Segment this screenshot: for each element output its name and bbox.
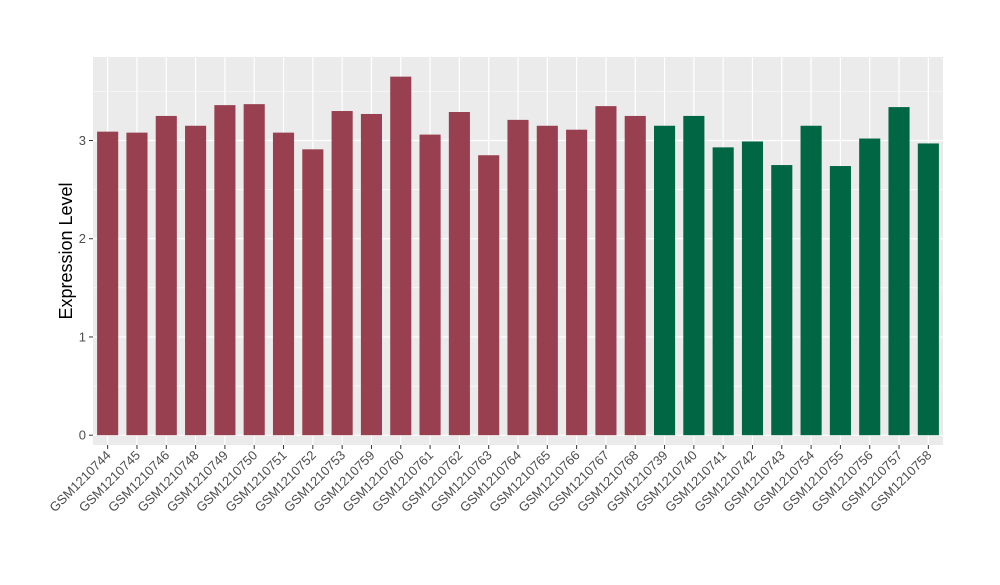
bar-GSM1210754: [800, 125, 822, 436]
bar-GSM1210762: [448, 112, 470, 436]
bar-GSM1210743: [771, 165, 793, 436]
y-axis: 0 1 2 3: [79, 133, 93, 443]
bar-GSM1210742: [741, 141, 764, 436]
bar-GSM1210749: [214, 105, 236, 436]
bar-GSM1210746: [155, 115, 177, 436]
bar-GSM1210752: [302, 149, 324, 436]
y-tick-label: 0: [79, 428, 86, 443]
bar-GSM1210751: [272, 132, 295, 436]
bar-GSM1210764: [507, 119, 529, 436]
bar-GSM1210759: [360, 113, 382, 436]
y-tick-label: 3: [79, 133, 86, 148]
bar-GSM1210750: [243, 104, 265, 436]
x-axis: GSM1210744GSM1210745GSM1210746GSM1210748…: [46, 445, 934, 515]
bar-GSM1210765: [536, 125, 558, 436]
bars: [97, 76, 939, 436]
bar-GSM1210757: [888, 107, 910, 436]
bar-GSM1210766: [566, 129, 588, 436]
bar-GSM1210756: [859, 138, 881, 436]
bar-GSM1210761: [419, 134, 441, 436]
y-tick-label: 2: [79, 231, 86, 246]
y-tick-label: 1: [79, 329, 86, 344]
bar-GSM1210748: [185, 125, 207, 436]
bar-GSM1210739: [654, 125, 676, 436]
bar-GSM1210741: [712, 147, 734, 436]
bar-GSM1210744: [97, 131, 119, 436]
bar-GSM1210758: [917, 143, 939, 436]
bar-GSM1210760: [390, 76, 412, 436]
bar-GSM1210763: [478, 155, 500, 436]
bar-GSM1210753: [331, 111, 353, 436]
bar-GSM1210767: [595, 106, 617, 436]
bar-GSM1210745: [126, 132, 148, 436]
bar-GSM1210768: [624, 115, 646, 436]
bar-GSM1210740: [683, 115, 705, 436]
bar-GSM1210755: [829, 166, 851, 436]
y-axis-title: Expression Level: [56, 182, 76, 319]
